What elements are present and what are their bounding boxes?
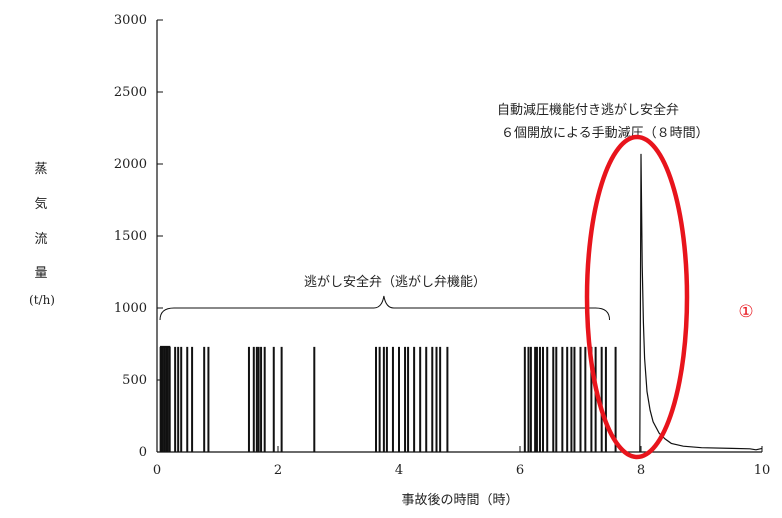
x-tick-label: 2 [274,463,282,478]
y-tick-label: 1000 [114,301,147,316]
srv-pulse-series [159,345,617,452]
x-ticks: 0 2 4 6 8 10 [153,446,770,478]
y-axis-label-char-1: 蒸 [34,162,48,177]
y-axis-label-char-3: 流 [34,232,48,247]
ads-annotation-line2: ６個開放による手動減圧（８時間） [501,125,709,141]
y-tick-label: 2000 [114,157,147,172]
y-axis-unit: (t/h) [29,293,55,307]
y-tick-label: 3000 [114,13,147,28]
x-tick-label: 4 [395,463,403,478]
ads-annotation-line1: 自動減圧機能付き逃がし安全弁 [497,102,679,118]
y-tick-label: 1500 [114,229,147,244]
y-tick-label: 500 [122,373,147,388]
x-tick-label: 10 [754,463,771,478]
highlight-ellipse [584,134,690,460]
x-tick-label: 8 [637,463,645,478]
x-tick-label: 0 [153,463,161,478]
srv-annotation: 逃がし安全弁（逃がし弁機能） [304,274,486,290]
marker-circled-1: ① [738,302,753,322]
x-tick-label: 6 [516,463,524,478]
y-axis-label-char-4: 量 [34,266,48,281]
y-ticks: 0 500 1000 1500 2000 2500 3000 [114,13,163,460]
x-axis-label: 事故後の時間（時） [401,493,518,508]
y-tick-label: 0 [139,445,147,460]
y-tick-label: 2500 [114,85,147,100]
srv-brace [159,295,611,321]
y-axis-label-char-2: 気 [34,197,48,212]
axes [156,20,762,453]
ads-depressurization-series [639,153,763,453]
